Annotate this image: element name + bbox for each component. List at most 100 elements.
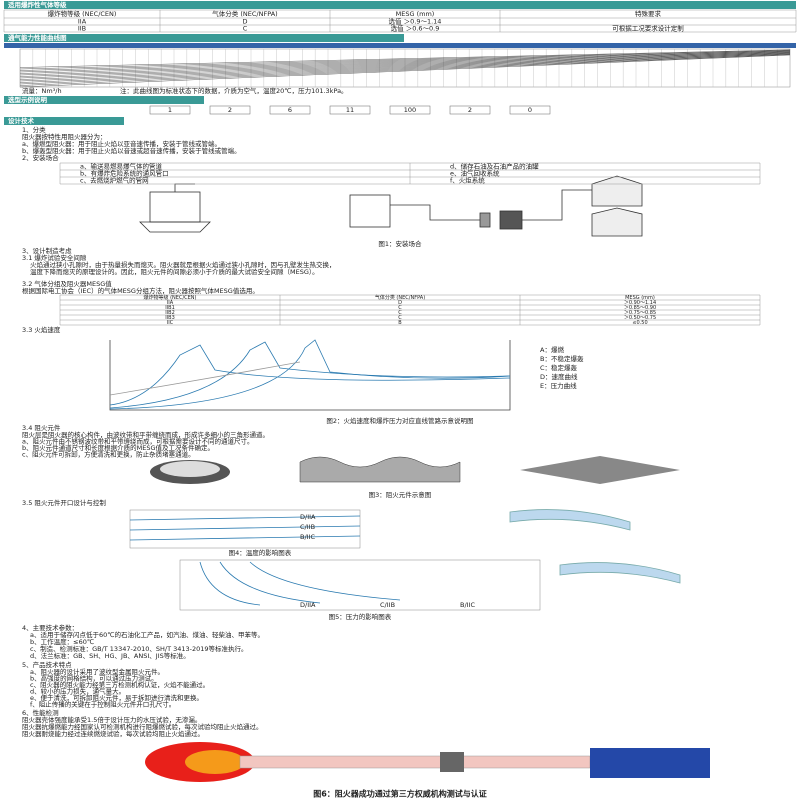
- pipe: [174, 183, 195, 192]
- caption: 图6：阻火器成功通过第三方权威机构测试与认证: [313, 789, 487, 799]
- figure-6: [145, 742, 710, 782]
- table-header: MESG (mm): [625, 295, 655, 301]
- table-cell: IIB: [78, 25, 86, 33]
- code-box: [509, 105, 551, 115]
- text: a、爆燃型阻火器：用于阻止火焰以亚音速传播，安装于管线或管端。: [22, 139, 221, 148]
- text: 2、安装场合: [22, 153, 59, 162]
- curve-label: C/IIB: [300, 523, 315, 531]
- curve-label: B/IIC: [460, 601, 475, 609]
- text: c、阻火元件可拆卸，方便清洗和更换，防止杂质堵塞通道。: [22, 450, 195, 459]
- table-cell: D: [398, 300, 402, 306]
- legend-item: A：爆燃: [540, 345, 564, 354]
- text: b、爆轰型阻火器：用于阻止火焰以音速或超音速传播，安装于管线或管端。: [22, 146, 241, 155]
- element-image: [559, 562, 681, 584]
- corrugated: [299, 456, 461, 483]
- bar: [4, 1, 796, 9]
- pipe: [390, 204, 480, 221]
- tank: [590, 748, 710, 778]
- tank: [349, 194, 391, 228]
- text: 3.4 阻火元件: [22, 423, 61, 432]
- bar: [4, 96, 204, 104]
- caption: 图3：阻火元件示意图: [369, 490, 432, 499]
- curves: [129, 515, 361, 541]
- code: 11: [346, 106, 354, 114]
- caption: 图4：温度的影响图表: [229, 548, 292, 557]
- table-cell: IIA: [167, 300, 174, 306]
- table-cell: B: [398, 320, 402, 326]
- curve: [109, 341, 511, 409]
- table-cell: 选值 ＞0.9～1.14: [389, 17, 442, 26]
- text: 火焰通过狭小孔隙时，由于热量损失而熄灭。阻火器就是根据火焰通过狭小孔隙时，因与孔…: [30, 260, 336, 269]
- note: 注：此曲线图为标准状态下的数据，介质为空气，温度20℃，压力101.3kPa。: [120, 86, 348, 95]
- curve: [19, 50, 791, 70]
- curve: [19, 51, 791, 76]
- code: 0: [528, 106, 532, 114]
- text: e、便于清洗，可拆卸阻火元件，易于拆卸进行清洗和更换。: [30, 693, 203, 702]
- curve: [19, 50, 791, 73]
- bar: [4, 34, 404, 42]
- figure-2: [109, 339, 511, 411]
- table-header: 特殊要求: [635, 9, 662, 18]
- figure-1: [139, 175, 643, 237]
- table-cell: b、有爆炸危险系统的通风管口: [80, 169, 169, 178]
- table-header: 爆炸物等级 (NEC/CEN): [48, 9, 117, 18]
- section-title: 选型示例说明: [8, 95, 48, 104]
- curves: [199, 561, 401, 606]
- flame: [185, 750, 245, 774]
- table-cell: IIA: [78, 18, 87, 26]
- table-cell: e、油气回收系统: [450, 169, 500, 178]
- table-cell: C: [243, 25, 248, 33]
- table-cell: ≤0.50: [632, 320, 647, 326]
- code-box: [209, 105, 251, 115]
- table-cell: C: [398, 305, 402, 311]
- text: b、高强度的网格结构，可以通过压力测试。: [30, 674, 158, 683]
- caption: 图1：安装场合: [378, 239, 422, 248]
- element: [160, 461, 220, 477]
- caption: 图2：火焰速度和爆炸压力对应直线管路示意说明图: [326, 416, 473, 425]
- text: d、法兰标准：GB、SH、HG、JB、ANSI、JIS等标准。: [30, 651, 190, 660]
- legend-item: E：压力曲线: [540, 381, 577, 390]
- code-box: [149, 105, 191, 115]
- curve: [19, 50, 791, 71]
- element: [520, 456, 680, 484]
- tank: [149, 191, 201, 223]
- base: [139, 221, 211, 233]
- code: 1: [168, 106, 172, 114]
- element-image: [509, 509, 631, 531]
- pipe: [522, 189, 592, 221]
- curve: [109, 361, 301, 396]
- curve: [19, 51, 791, 74]
- table-header: 气体分类 (NEC/NFPA): [212, 9, 277, 18]
- chart-header-strip: [4, 43, 796, 48]
- curve-label: B/IIC: [300, 533, 315, 541]
- text: 根据国际电工协会（IEC）的气体MESG分组方法，阻火器按照气体MESG值选用。: [22, 286, 259, 295]
- table-cell: IIC: [167, 320, 174, 326]
- text: d、较小的压力损失，通气量大。: [30, 687, 125, 696]
- code-box: [329, 105, 371, 115]
- axis-label: 流量：Nm³/h: [22, 86, 62, 95]
- legend-item: C：稳定爆轰: [540, 363, 578, 372]
- bar: [4, 117, 124, 125]
- curve: [19, 54, 791, 88]
- table-cell: C: [398, 315, 402, 321]
- section-title: 设计技术: [8, 116, 35, 125]
- frame: [129, 509, 361, 549]
- table-cell: c、去燃烧炉燃气的管网: [80, 176, 149, 185]
- arrester: [440, 752, 464, 772]
- legend-item: D：速度曲线: [540, 372, 578, 381]
- table-cell: D: [242, 18, 247, 26]
- pipe: [239, 755, 591, 769]
- tank: [591, 175, 643, 207]
- curve: [109, 339, 511, 410]
- section-title: 适用爆炸性气体等级: [8, 0, 67, 9]
- code-box: [449, 105, 491, 115]
- arrester: [499, 210, 523, 230]
- table-cell: f、火炬系统: [450, 176, 485, 185]
- curve: [19, 52, 791, 80]
- text: 1、分类: [22, 125, 46, 134]
- text: 3.3 火焰速度: [22, 325, 61, 334]
- curve: [19, 54, 791, 86]
- table-cell: 可根据工况要求设计定制: [612, 24, 684, 33]
- curve: [19, 53, 791, 82]
